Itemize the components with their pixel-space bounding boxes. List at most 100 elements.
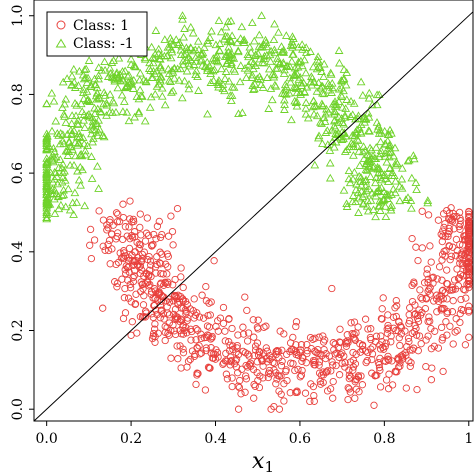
data-point-class-neg1	[246, 47, 256, 56]
data-point-class-neg1	[352, 179, 361, 188]
data-point-class-neg1	[169, 64, 179, 72]
data-point-class-neg1	[390, 188, 400, 197]
data-point-class-1	[384, 352, 392, 361]
data-point-class-1	[171, 315, 179, 324]
data-point-class-neg1	[297, 81, 306, 89]
data-point-class-1	[174, 355, 182, 363]
data-point-class-1	[465, 259, 473, 267]
data-point-class-1	[381, 342, 389, 351]
data-point-class-1	[245, 361, 254, 369]
data-point-class-neg1	[58, 173, 68, 181]
data-point-class-1	[222, 370, 231, 378]
data-point-class-neg1	[238, 108, 247, 117]
data-point-class-1	[391, 368, 400, 376]
data-point-class-1	[141, 237, 150, 245]
data-point-class-1	[370, 401, 378, 409]
data-point-class-neg1	[300, 55, 309, 64]
data-point-class-neg1	[348, 197, 357, 206]
data-point-class-1	[235, 383, 244, 392]
data-point-class-neg1	[221, 22, 231, 31]
data-point-class-1	[124, 256, 133, 265]
data-point-class-neg1	[342, 68, 352, 76]
data-point-class-1	[314, 350, 322, 358]
data-point-class-1	[329, 377, 337, 386]
legend-label-class-1: Class: 1	[73, 18, 129, 34]
data-point-class-neg1	[188, 28, 198, 37]
data-point-class-neg1	[387, 201, 397, 209]
data-point-class-1	[255, 383, 264, 392]
data-point-class-neg1	[180, 24, 189, 32]
data-point-class-neg1	[223, 37, 233, 46]
data-point-class-neg1	[67, 119, 77, 127]
data-point-class-neg1	[140, 54, 150, 63]
legend-marker-class-neg1	[55, 38, 67, 48]
data-point-class-neg1	[42, 145, 52, 154]
data-point-class-neg1	[371, 173, 381, 182]
data-point-class-neg1	[270, 19, 279, 28]
data-point-class-neg1	[325, 158, 335, 167]
data-point-class-neg1	[404, 155, 414, 164]
data-point-class-neg1	[375, 206, 385, 214]
data-point-class-neg1	[146, 66, 155, 74]
data-point-class-neg1	[407, 173, 417, 182]
data-point-class-neg1	[168, 67, 178, 76]
data-point-class-neg1	[186, 22, 196, 31]
data-point-class-neg1	[397, 174, 407, 183]
data-point-class-1	[86, 225, 95, 234]
data-point-class-neg1	[250, 51, 260, 59]
data-point-class-1	[268, 354, 276, 362]
data-point-class-neg1	[323, 79, 333, 87]
data-point-class-1	[333, 349, 341, 357]
data-point-class-neg1	[367, 188, 377, 197]
data-point-class-1	[455, 274, 463, 282]
data-point-class-1	[266, 370, 274, 378]
data-point-class-neg1	[166, 53, 176, 62]
data-point-class-1	[241, 388, 249, 396]
data-point-class-neg1	[160, 100, 170, 109]
data-point-class-1	[124, 294, 133, 302]
data-point-class-1	[140, 312, 148, 321]
data-point-class-neg1	[331, 129, 340, 138]
data-point-class-neg1	[214, 76, 224, 84]
data-point-class-1	[397, 330, 406, 338]
data-point-class-neg1	[341, 80, 351, 89]
data-point-class-1	[319, 332, 327, 340]
data-point-class-neg1	[321, 109, 331, 118]
data-point-class-neg1	[76, 149, 86, 158]
data-point-class-neg1	[334, 46, 344, 54]
data-point-class-1	[255, 347, 263, 356]
data-point-class-1	[310, 397, 318, 405]
y-tick-label: 0.0	[10, 398, 26, 420]
data-point-class-1	[172, 293, 180, 301]
data-point-class-1	[309, 382, 318, 391]
data-point-class-1	[177, 364, 185, 372]
data-point-class-neg1	[60, 99, 69, 108]
data-point-class-neg1	[160, 51, 169, 60]
data-point-class-1	[262, 344, 270, 352]
data-point-class-1	[424, 211, 433, 219]
data-point-class-1	[214, 353, 222, 361]
data-point-class-neg1	[42, 213, 52, 221]
data-point-class-1	[364, 325, 372, 333]
data-point-class-1	[307, 344, 315, 353]
data-point-class-neg1	[350, 131, 359, 140]
data-point-class-1	[335, 371, 344, 379]
data-point-class-neg1	[401, 195, 411, 203]
data-point-class-neg1	[244, 52, 253, 61]
data-point-class-1	[207, 335, 215, 343]
data-point-class-1	[159, 270, 167, 278]
data-point-class-neg1	[52, 129, 62, 137]
data-point-class-neg1	[336, 90, 346, 99]
data-point-class-neg1	[163, 51, 172, 59]
data-point-class-neg1	[79, 74, 89, 83]
data-point-class-neg1	[47, 126, 57, 135]
data-point-class-1	[119, 253, 127, 261]
data-point-class-1	[282, 366, 290, 374]
data-point-class-1	[465, 251, 473, 259]
data-point-class-neg1	[355, 161, 365, 169]
data-point-class-1	[103, 226, 111, 234]
plot-area	[33, 0, 474, 422]
data-point-class-1	[233, 341, 241, 350]
data-point-class-neg1	[289, 83, 299, 91]
data-point-class-neg1	[270, 80, 280, 89]
